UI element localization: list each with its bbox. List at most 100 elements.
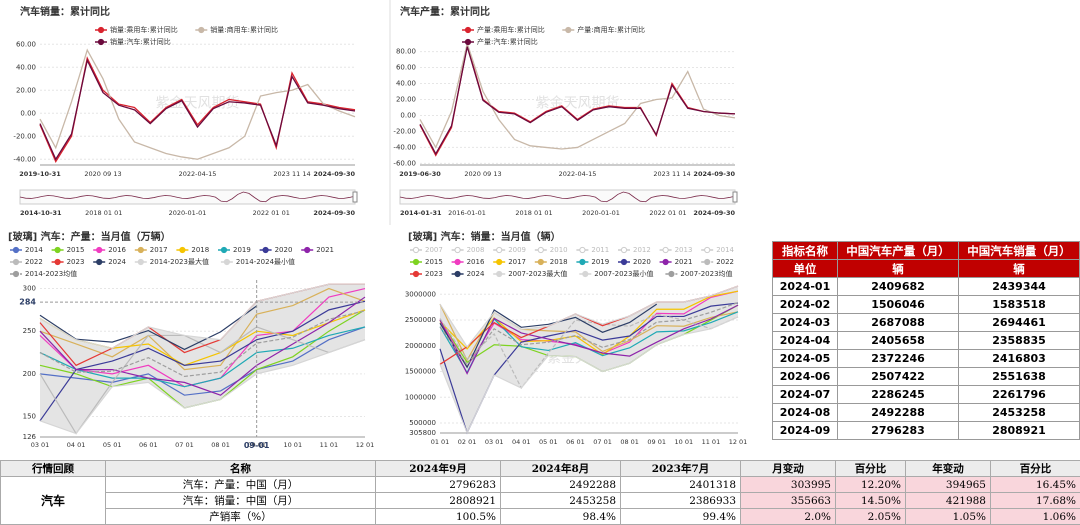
legend-marker [465,39,470,44]
legend-marker [263,247,268,252]
legend-label: 2009 [508,246,526,254]
legend-marker [538,259,543,264]
legend-label: 2016 [467,258,485,266]
legend-marker [305,247,310,252]
row: 产销率（%）100.5%98.4%99.4%2.0%2.05%1.05%1.06… [1,509,1080,525]
cell: 2439344 [959,278,1080,296]
cell: 2492288 [838,404,959,422]
y-tick-label: 1500000 [405,368,436,376]
x-tick-label: 2019-10-31 [19,170,61,178]
cell: 2409682 [838,278,959,296]
cell: 年变动 [906,461,991,477]
cell: 2024-06 [773,368,838,386]
cell: 394965 [906,477,991,493]
cell: 2024-04 [773,332,838,350]
legend-marker [97,259,102,264]
legend-label: 2008 [467,246,485,254]
x-tick-label: 11 01 [320,441,339,449]
cell: 2286245 [838,386,959,404]
navigator-label: 2018 01 01 [85,209,122,217]
legend-marker [538,247,543,252]
cell: 2453258 [959,404,1080,422]
cell: 2401318 [621,477,741,493]
y-tick-label: -20.00 [13,132,36,140]
x-tick-label: 2024-09-30 [313,170,355,178]
cell: 指标名称 [773,242,838,260]
x-tick-label: 04 01 [67,441,86,449]
y-tick-label: 2500000 [405,316,436,324]
legend-marker [413,259,418,264]
x-tick-label: 08 01 [211,441,230,449]
x-tick-label: 2019-06-30 [399,170,441,178]
y-tick-label: 0.00 [400,111,416,119]
chart-title: [玻璃] 汽车：销量：当月值（辆） [408,230,561,243]
y-tick-label: 2000000 [405,342,436,350]
y-tick-label: 40.00 [396,80,416,88]
cell: 辆 [959,260,1080,278]
legend-label: 2018 [191,246,209,254]
x-tick-label: 2022-04-15 [559,170,597,178]
x-tick-label: 2022-04-15 [179,170,217,178]
cell: 产销率（%） [106,509,376,525]
y-tick-label: 200 [23,370,36,378]
legend-label: 2007-2023最大值 [508,269,567,278]
legend-marker [180,247,185,252]
x-tick-label: 05 01 [103,441,122,449]
legend-marker [455,271,460,276]
legend-label: 2014 [25,246,43,254]
navigator [20,190,355,204]
cell: 2507422 [838,368,959,386]
cell: 汽车：销量：中国（月） [106,493,376,509]
navigator-label: 2016-01-01 [448,209,486,217]
crosshair-x-label: 09-01 [244,441,270,450]
cell: 2687088 [838,314,959,332]
cell: 14.50% [836,493,906,509]
cell: 中国汽车销量（月） [959,242,1080,260]
x-tick-label: 2023 11 14 [653,170,690,178]
legend-marker [455,259,460,264]
x-tick-label: 07 01 [593,438,612,446]
cell: 辆 [838,260,959,278]
legend-marker [97,247,102,252]
cell: 2694461 [959,314,1080,332]
legend-marker [413,271,418,276]
legend-label: 销量:乘用车:累计同比 [110,25,178,34]
x-tick-label: 04 01 [512,438,531,446]
legend-label: 2007-2023均值 [680,269,732,278]
cell: 2551638 [959,368,1080,386]
legend-marker [497,259,502,264]
y-tick-label: 60.00 [396,64,416,72]
legend-label: 2013 [675,246,693,254]
cell: 2024-02 [773,296,838,314]
x-tick-label: 06 01 [566,438,585,446]
legend-marker [705,259,710,264]
x-tick-label: 10 01 [675,438,694,446]
navigator-label: 2024-09-30 [313,209,355,217]
y-tick-label: -40.00 [393,143,416,151]
legend-label: 2014-2024最小值 [236,257,295,266]
legend-label: 销量:汽车:累计同比 [110,37,171,46]
cell: 百分比 [991,461,1080,477]
cell: 汽车 [1,477,106,525]
x-tick-label: 2024-09-30 [693,170,735,178]
legend-label: 2023 [425,270,443,278]
y-tick-label: 300 [23,285,36,293]
legend-label: 2024 [467,270,485,278]
y-tick-label: 20.00 [16,86,36,94]
x-tick-label: 2023 11 14 [273,170,310,178]
cell: 2024年9月 [376,461,501,477]
legend-marker [566,27,571,32]
cell: 99.4% [621,509,741,525]
cell: 2024-08 [773,404,838,422]
legend-label: 2022 [716,258,734,266]
legend-label: 2014 [716,246,734,254]
y-tick-label: 0.00 [20,109,36,117]
cell: 303995 [741,477,836,493]
legend-marker [455,247,460,252]
